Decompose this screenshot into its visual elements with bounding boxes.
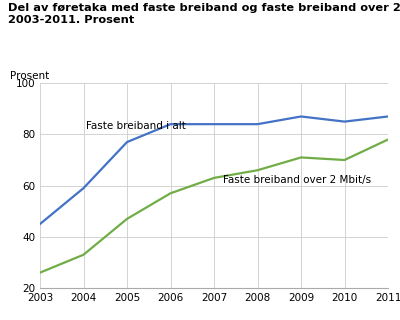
Text: Faste breiband over 2 Mbit/s: Faste breiband over 2 Mbit/s: [223, 175, 371, 185]
Text: Faste breiband i alt: Faste breiband i alt: [86, 121, 186, 131]
Text: Prosent: Prosent: [10, 71, 50, 81]
Text: Del av føretaka med faste breiband og faste breiband over 2 Mbit/s.
2003-2011. P: Del av føretaka med faste breiband og fa…: [8, 3, 400, 25]
